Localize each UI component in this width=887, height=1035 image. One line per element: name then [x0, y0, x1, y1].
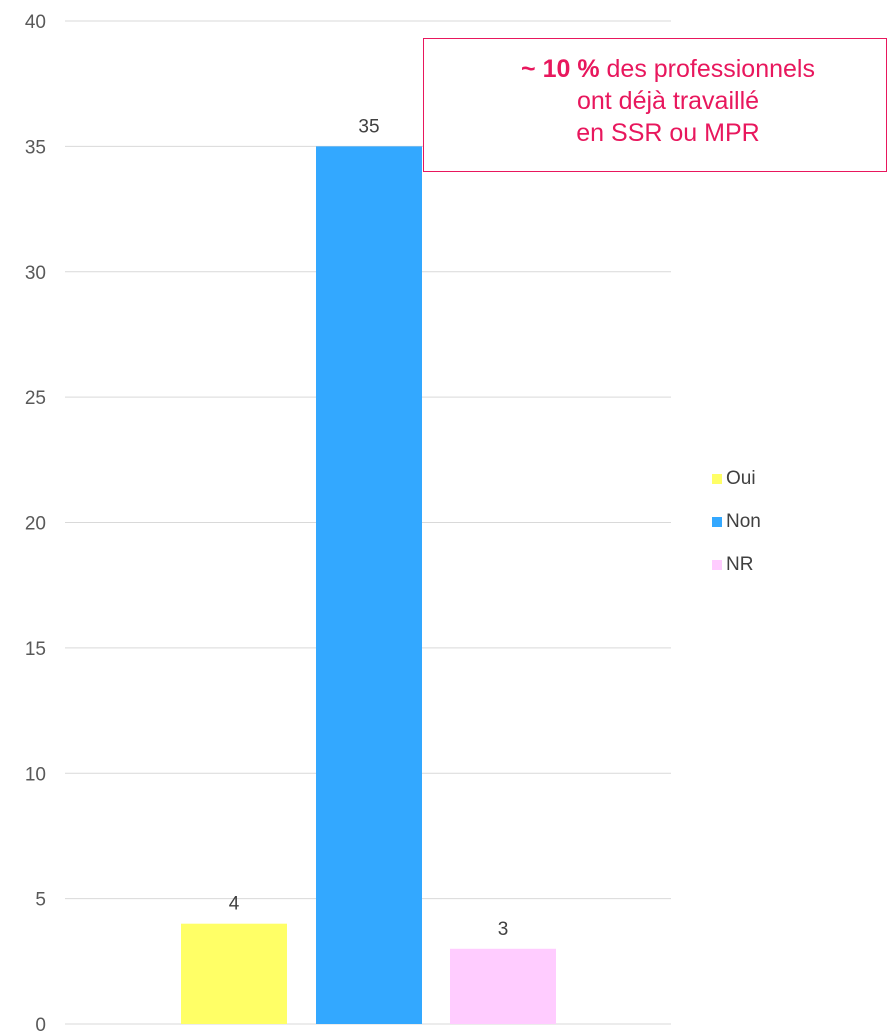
legend-swatch-nr: [712, 560, 722, 570]
legend-swatch-oui: [712, 474, 722, 484]
legend-label-nr: NR: [726, 554, 754, 575]
y-tick-label: 30: [25, 263, 46, 284]
legend-label-oui: Oui: [726, 468, 756, 489]
legend-label-non: Non: [726, 511, 761, 532]
y-tick-label: 0: [35, 1015, 46, 1035]
y-tick-label: 5: [35, 890, 46, 911]
annotation-callout: ~ 10 % des professionnels ont déjà trava…: [423, 38, 887, 172]
y-tick-label: 40: [25, 12, 46, 33]
data-label-nr: 3: [498, 919, 509, 940]
data-label-oui: 4: [229, 894, 240, 915]
annotation-line1: des professionnels: [599, 55, 815, 83]
bar-oui: [181, 923, 287, 1024]
y-tick-label: 35: [25, 137, 46, 158]
y-tick-label: 10: [25, 764, 46, 785]
legend: Oui Non NR: [712, 468, 761, 597]
y-tick-label: 15: [25, 639, 46, 660]
y-tick-label: 25: [25, 388, 46, 409]
bars: [181, 146, 556, 1024]
data-labels: 4 35 3: [229, 116, 509, 939]
legend-item-oui: Oui: [712, 468, 761, 490]
legend-swatch-non: [712, 517, 722, 527]
data-label-non: 35: [358, 116, 379, 137]
bar-non: [316, 146, 422, 1024]
bar-nr: [450, 948, 556, 1024]
annotation-bold: ~ 10 %: [521, 55, 600, 83]
legend-item-non: Non: [712, 511, 761, 533]
legend-item-nr: NR: [712, 554, 761, 576]
y-tick-label: 20: [25, 514, 46, 535]
y-axis-ticks: 0 5 10 15 20 25 30 35 40: [25, 12, 46, 1035]
annotation-line2: ont déjà travaillé: [576, 87, 760, 115]
annotation-line3: en SSR ou MPR: [576, 119, 760, 147]
